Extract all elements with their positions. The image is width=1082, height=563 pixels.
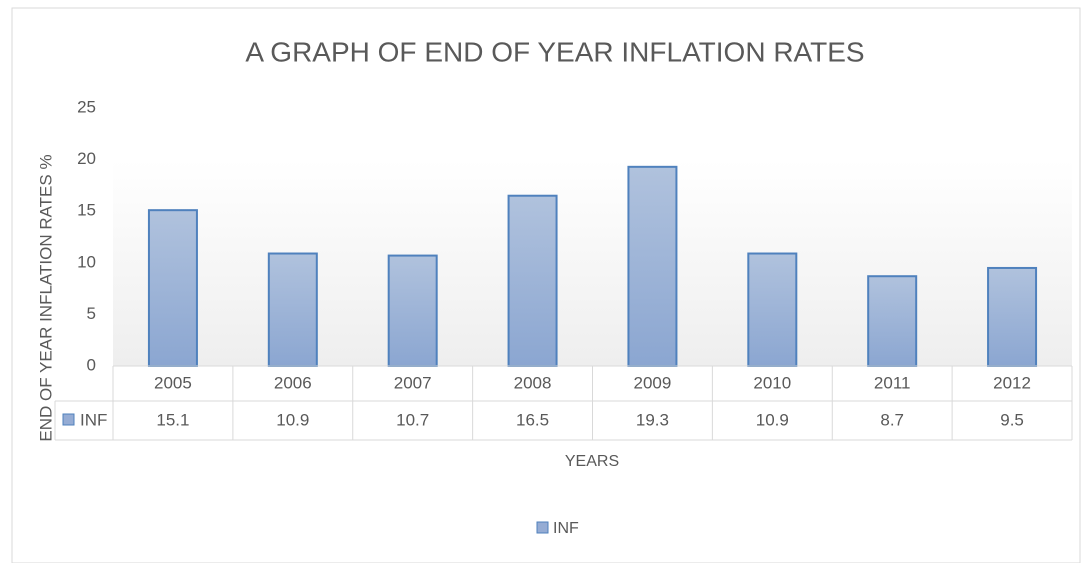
plot-background <box>113 160 1072 366</box>
x-tick-label: 2012 <box>993 373 1031 392</box>
table-legend-key <box>62 413 75 426</box>
bar <box>987 266 1038 367</box>
bar <box>747 252 798 367</box>
x-tick-label: 2007 <box>394 373 432 392</box>
bar <box>147 209 198 367</box>
table-value: 9.5 <box>1000 410 1024 429</box>
y-tick-label: 20 <box>77 149 96 168</box>
x-axis-label: YEARS <box>565 453 619 470</box>
x-tick-label: 2005 <box>154 373 192 392</box>
table-value: 8.7 <box>880 410 904 429</box>
chart-title: A GRAPH OF END OF YEAR INFLATION RATES <box>245 36 864 67</box>
x-tick-label: 2010 <box>753 373 791 392</box>
table-value: 19.3 <box>636 410 669 429</box>
x-tick-label: 2011 <box>874 373 911 392</box>
y-tick-label: 15 <box>77 201 96 220</box>
bar <box>867 275 918 367</box>
x-tick-label: 2006 <box>274 373 312 392</box>
x-tick-label: 2009 <box>634 373 672 392</box>
y-tick-label: 10 <box>77 252 96 271</box>
table-value: 10.9 <box>276 410 309 429</box>
legend-key <box>536 521 549 534</box>
y-tick-label: 0 <box>87 355 96 374</box>
x-tick-label: 2008 <box>514 373 552 392</box>
table-value: 10.9 <box>756 410 789 429</box>
bar <box>507 194 558 367</box>
table-value: 16.5 <box>516 410 549 429</box>
table-series-name: INF <box>80 410 107 429</box>
bar <box>627 165 678 367</box>
bar <box>387 254 438 368</box>
bar <box>267 252 318 367</box>
legend-label: INF <box>553 520 579 537</box>
table-value: 15.1 <box>156 410 189 429</box>
y-axis-label: END OF YEAR INFLATION RATES % <box>36 154 55 441</box>
y-tick-label: 5 <box>87 304 96 323</box>
y-tick-label: 25 <box>77 97 96 116</box>
table-value: 10.7 <box>396 410 429 429</box>
